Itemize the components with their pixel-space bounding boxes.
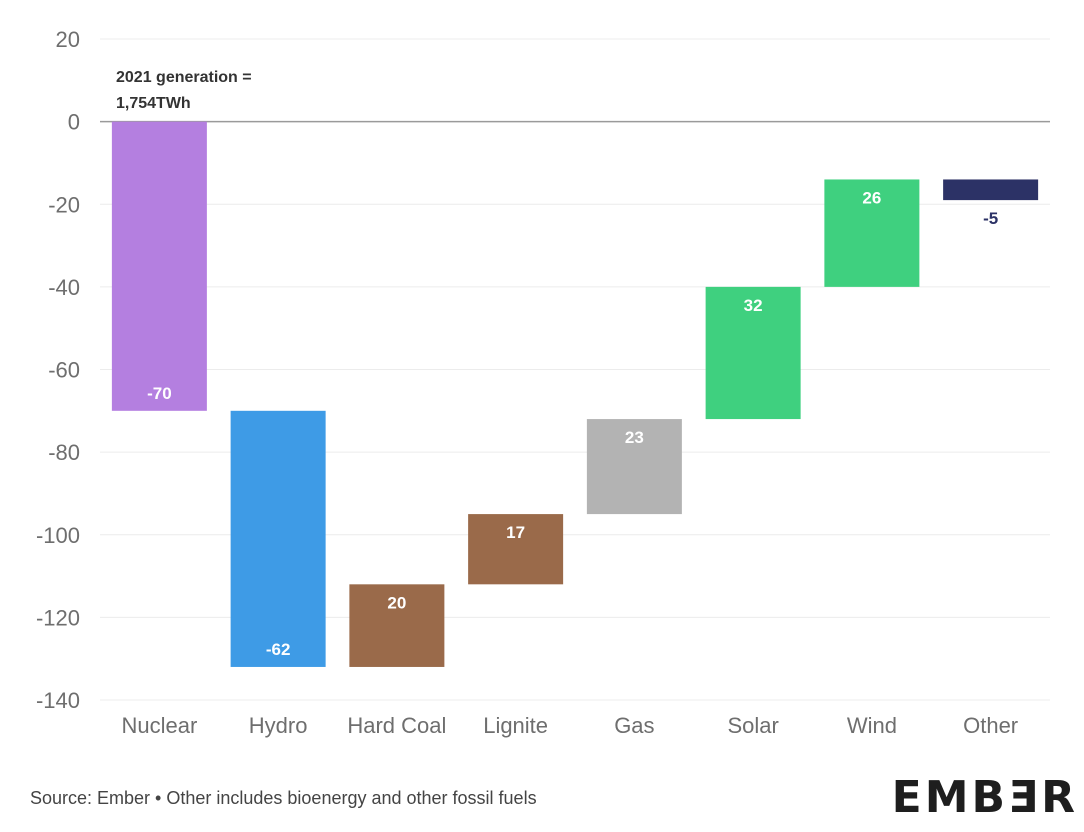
x-category-label: Lignite <box>483 713 548 738</box>
x-category-label: Other <box>963 713 1018 738</box>
ember-logo: EMBƎR <box>891 772 1078 823</box>
data-label: -70 <box>147 384 172 403</box>
bar-hydro <box>230 410 326 667</box>
y-tick-label: -20 <box>48 192 80 217</box>
bar-solar <box>705 286 801 420</box>
bar-hard-coal <box>349 584 445 667</box>
y-tick-label: -60 <box>48 358 80 383</box>
x-axis-categories: Nuclear Hydro Hard Coal Lignite Gas Solar Wind… <box>121 713 1018 738</box>
data-label: -62 <box>266 640 291 659</box>
data-label: 32 <box>744 296 763 315</box>
bars <box>111 121 1039 667</box>
bar-lignite <box>468 514 564 585</box>
data-label: -5 <box>983 209 998 228</box>
bar-gas <box>586 419 682 515</box>
x-category-label: Wind <box>847 713 897 738</box>
source-note: Source: Ember • Other includes bioenergy… <box>30 788 537 808</box>
waterfall-chart: 20 0 -20 -40 -60 -80 -100 -120 -140 -70 -62 20 17 23… <box>36 27 1050 738</box>
x-category-label: Nuclear <box>121 713 197 738</box>
y-tick-label: -140 <box>36 688 80 713</box>
bar-other <box>943 179 1039 201</box>
bar-wind <box>824 179 920 287</box>
y-tick-label: -120 <box>36 605 80 630</box>
data-label: 26 <box>862 188 881 207</box>
bar-nuclear <box>111 121 207 411</box>
annotation-line-1: 2021 generation = <box>116 69 252 86</box>
data-label: 20 <box>387 593 406 612</box>
annotation-line-2: 1,754TWh <box>116 95 191 112</box>
data-label: 23 <box>625 428 644 447</box>
data-label: 17 <box>506 523 525 542</box>
x-category-label: Solar <box>727 713 778 738</box>
y-axis-ticks: 20 0 -20 -40 -60 -80 -100 -120 -140 <box>36 27 80 713</box>
y-tick-label: -80 <box>48 440 80 465</box>
x-category-label: Hard Coal <box>347 713 446 738</box>
x-category-label: Hydro <box>249 713 308 738</box>
x-category-label: Gas <box>614 713 654 738</box>
data-labels: -70 -62 20 17 23 32 26 -5 <box>147 188 998 658</box>
y-tick-label: 20 <box>56 27 80 52</box>
y-tick-label: -40 <box>48 275 80 300</box>
y-tick-label: 0 <box>68 110 80 135</box>
annotation: 2021 generation = 1,754TWh <box>116 69 252 112</box>
y-tick-label: -100 <box>36 523 80 548</box>
